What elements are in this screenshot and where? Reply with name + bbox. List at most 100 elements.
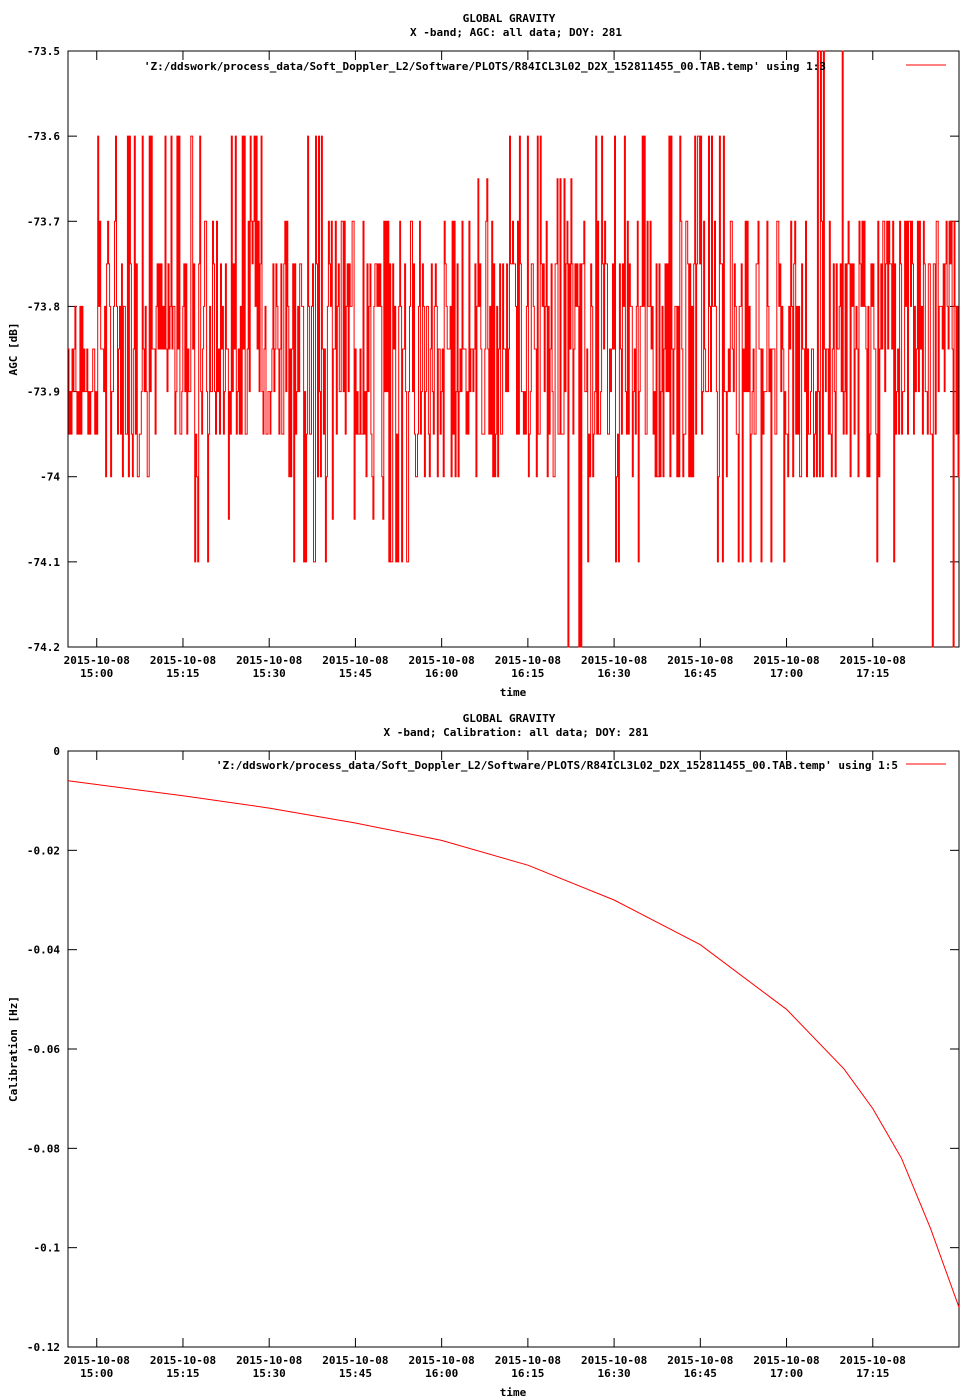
agc-y-axis-label: AGC [dB] [7, 323, 20, 376]
agc-x-tick-time: 16:15 [511, 667, 544, 680]
agc-y-tick-label: -74.1 [27, 556, 60, 569]
agc-series [68, 50, 960, 648]
calibration-x-tick-date: 2015-10-08 [236, 1354, 302, 1367]
calibration-x-tick-date: 2015-10-08 [495, 1354, 561, 1367]
agc-y-tick-label: -73.7 [27, 215, 60, 228]
calibration-y-tick: -0.06 [27, 1043, 959, 1056]
calibration-y-axis-label: Calibration [Hz] [7, 996, 20, 1102]
agc-x-tick-time: 15:15 [166, 667, 199, 680]
calibration-y-tick-label: -0.06 [27, 1043, 60, 1056]
calibration-y-tick-label: -0.04 [27, 944, 60, 957]
agc-x-ticks: 2015-10-0815:002015-10-0815:152015-10-08… [64, 51, 906, 680]
calibration-x-tick-date: 2015-10-08 [840, 1354, 906, 1367]
calibration-legend-label: 'Z:/ddswork/process_data/Soft_Doppler_L2… [216, 759, 898, 772]
calibration-series-line [67, 780, 960, 1308]
calibration-x-tick-time: 15:45 [339, 1367, 372, 1380]
calibration-x-tick-date: 2015-10-08 [322, 1354, 388, 1367]
calibration-x-tick-time: 16:15 [511, 1367, 544, 1380]
calibration-x-tick-time: 16:00 [425, 1367, 458, 1380]
agc-x-tick-date: 2015-10-08 [322, 654, 388, 667]
calibration-y-tick-label: -0.02 [27, 844, 60, 857]
agc-x-tick-time: 17:15 [856, 667, 889, 680]
calibration-y-ticks: 0 -0.02 -0.04 -0.06 -0.08 -0.1 -0.12 [27, 745, 959, 1354]
agc-x-tick-date: 2015-10-08 [495, 654, 561, 667]
calibration-y-tick: -0.04 [27, 944, 959, 957]
calibration-chart-subtitle: X -band; Calibration: all data; DOY: 281 [384, 726, 649, 739]
calibration-x-tick-date: 2015-10-08 [581, 1354, 647, 1367]
agc-x-tick-time: 17:00 [770, 667, 803, 680]
calibration-chart-title: GLOBAL GRAVITY [463, 712, 556, 725]
agc-y-tick: -73.6 [27, 130, 959, 143]
agc-x-tick-date: 2015-10-08 [409, 654, 475, 667]
calibration-x-tick-date: 2015-10-08 [667, 1354, 733, 1367]
calibration-y-tick-label: -0.1 [34, 1242, 61, 1255]
calibration-y-tick: -0.08 [27, 1142, 959, 1155]
calibration-chart: GLOBAL GRAVITY X -band; Calibration: all… [7, 712, 960, 1399]
calibration-y-tick: -0.12 [27, 1341, 959, 1354]
agc-y-tick-label: -73.9 [27, 386, 60, 399]
agc-y-tick: -73.5 [27, 45, 959, 58]
agc-chart-subtitle: X -band; AGC: all data; DOY: 281 [410, 26, 622, 39]
agc-x-tick-time: 16:30 [598, 667, 631, 680]
agc-x-tick-time: 16:45 [684, 667, 717, 680]
calibration-x-ticks: 2015-10-0815:002015-10-0815:152015-10-08… [64, 751, 906, 1380]
agc-x-tick-date: 2015-10-08 [150, 654, 216, 667]
agc-y-tick-label: -73.5 [27, 45, 60, 58]
calibration-x-tick-date: 2015-10-08 [64, 1354, 130, 1367]
agc-chart-title: GLOBAL GRAVITY [463, 12, 556, 25]
agc-x-axis-label: time [500, 686, 527, 699]
agc-x-tick-date: 2015-10-08 [236, 654, 302, 667]
agc-x-tick-date: 2015-10-08 [753, 654, 819, 667]
agc-y-tick-label: -73.6 [27, 130, 60, 143]
agc-chart: GLOBAL GRAVITY X -band; AGC: all data; D… [7, 12, 960, 699]
agc-y-tick-label: -74 [40, 471, 60, 484]
calibration-y-tick: -0.1 [34, 1242, 959, 1255]
calibration-y-tick: 0 [53, 745, 959, 758]
calibration-y-tick-label: -0.12 [27, 1341, 60, 1354]
calibration-x-tick-time: 17:00 [770, 1367, 803, 1380]
calibration-x-tick-time: 15:00 [80, 1367, 113, 1380]
agc-legend-label: 'Z:/ddswork/process_data/Soft_Doppler_L2… [144, 60, 826, 73]
agc-x-tick-time: 16:00 [425, 667, 458, 680]
calibration-y-tick-label: -0.08 [27, 1142, 60, 1155]
calibration-y-tick-label: 0 [53, 745, 60, 758]
agc-series-line [68, 50, 960, 648]
agc-y-ticks: -73.5 -73.6 -73.7 -73.8 -73.9 -74 -74.1 -74.2 [27, 45, 959, 654]
calibration-x-tick-date: 2015-10-08 [409, 1354, 475, 1367]
calibration-x-tick-time: 16:30 [598, 1367, 631, 1380]
calibration-x-tick-date: 2015-10-08 [150, 1354, 216, 1367]
agc-x-tick-time: 15:30 [253, 667, 286, 680]
agc-x-tick-time: 15:00 [80, 667, 113, 680]
calibration-x-tick-time: 15:30 [253, 1367, 286, 1380]
agc-x-tick-date: 2015-10-08 [64, 654, 130, 667]
agc-y-tick: -74 [40, 471, 959, 484]
agc-y-tick-label: -73.8 [27, 300, 60, 313]
agc-x-tick-date: 2015-10-08 [667, 654, 733, 667]
calibration-x-tick-time: 16:45 [684, 1367, 717, 1380]
calibration-series [67, 780, 960, 1308]
calibration-x-tick-time: 15:15 [166, 1367, 199, 1380]
agc-y-tick-label: -74.2 [27, 641, 60, 654]
calibration-y-tick: -0.02 [27, 844, 959, 857]
agc-x-tick-time: 15:45 [339, 667, 372, 680]
agc-x-tick-date: 2015-10-08 [840, 654, 906, 667]
